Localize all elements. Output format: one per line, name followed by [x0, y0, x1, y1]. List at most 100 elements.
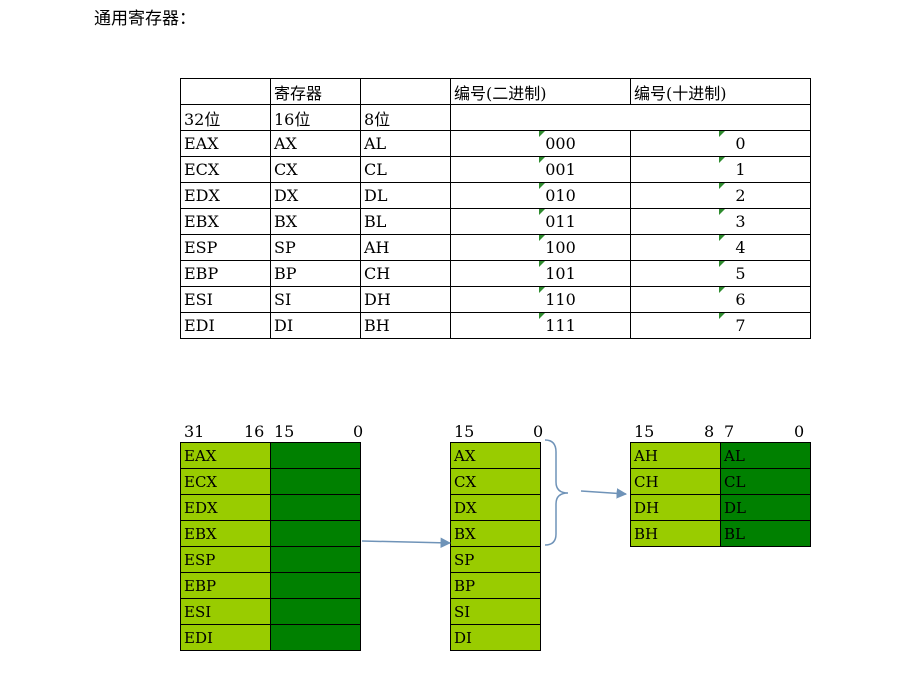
register-high-byte: BH: [630, 520, 721, 547]
cell-binary: 011: [450, 208, 631, 235]
register-32bit-row: ECX: [180, 468, 361, 495]
register-32bit-row: EBP: [180, 572, 361, 599]
text-number-marker: [719, 261, 725, 267]
table-row: EDI DI BH 111 7: [180, 312, 811, 339]
table-row: EBX BX BL 011 3: [180, 208, 811, 235]
register-16bit-row: SI: [450, 598, 541, 625]
text-number-marker: [719, 313, 725, 319]
register-8bit-row: BH BL: [630, 520, 811, 547]
cell-decimal: 4: [630, 234, 811, 261]
register-16bit-cell: SP: [450, 546, 541, 573]
register-low-byte: DL: [720, 494, 811, 521]
text-number-marker: [719, 209, 725, 215]
register-16bit-cell: AX: [450, 442, 541, 469]
bit-label-16: 16: [244, 422, 265, 441]
register-16bit-row: BX: [450, 520, 541, 547]
cell-16bit: DX: [270, 182, 361, 209]
cell-decimal: 1: [630, 156, 811, 183]
header-cell-binary: 编号(二进制): [450, 78, 631, 105]
register-8bit-row: CH CL: [630, 468, 811, 495]
cell-value: 011: [545, 212, 576, 231]
cell-16bit: BP: [270, 260, 361, 287]
bit-label-15: 15: [274, 422, 295, 441]
cell-value: 010: [545, 186, 576, 205]
register-32bit-row: ESI: [180, 598, 361, 625]
cell-value: 5: [735, 264, 746, 283]
subheader-16bit: 16位: [270, 104, 361, 131]
bit-label-8: 8: [704, 422, 715, 441]
register-high-byte: CH: [630, 468, 721, 495]
cell-binary: 010: [450, 182, 631, 209]
cell-value: 101: [545, 264, 576, 283]
register-8bit-row: DH DL: [630, 494, 811, 521]
cell-binary: 110: [450, 286, 631, 313]
cell-value: 4: [735, 238, 746, 257]
register-16bit-cell: DI: [450, 624, 541, 651]
cell-binary: 001: [450, 156, 631, 183]
cell-value: 6: [735, 290, 746, 309]
table-row: ECX CX CL 001 1: [180, 156, 811, 183]
register-16bit-row: CX: [450, 468, 541, 495]
register-32bit-diagram: EAX ECX EDX EBX ESP EBP ESI EDI: [180, 442, 361, 651]
register-16bit-cell: DX: [450, 494, 541, 521]
cell-16bit: DI: [270, 312, 361, 339]
text-number-marker: [719, 157, 725, 163]
cell-32bit: EBX: [180, 208, 271, 235]
register-high-half: EDI: [180, 624, 271, 651]
cell-32bit: ECX: [180, 156, 271, 183]
cell-8bit: DL: [360, 182, 451, 209]
cell-value: 3: [735, 212, 746, 231]
cell-binary: 111: [450, 312, 631, 339]
cell-8bit: AH: [360, 234, 451, 261]
bit-label-0: 0: [533, 422, 544, 441]
cell-16bit: SP: [270, 234, 361, 261]
register-16bit-row: AX: [450, 442, 541, 469]
bit-label-15: 15: [634, 422, 655, 441]
text-number-marker: [539, 287, 545, 293]
text-number-marker: [539, 157, 545, 163]
cell-value: 7: [735, 316, 746, 335]
text-number-marker: [539, 235, 545, 241]
register-low-half: [270, 598, 361, 625]
register-low-half: [270, 468, 361, 495]
register-low-half: [270, 572, 361, 599]
cell-binary: 101: [450, 260, 631, 287]
text-number-marker: [539, 131, 545, 137]
bit-label-7: 7: [724, 422, 735, 441]
register-low-byte: CL: [720, 468, 811, 495]
cell-value: 001: [545, 160, 576, 179]
register-16bit-row: DI: [450, 624, 541, 651]
cell-8bit: CH: [360, 260, 451, 287]
cell-32bit: EAX: [180, 130, 271, 157]
cell-16bit: SI: [270, 286, 361, 313]
register-high-half: ESI: [180, 598, 271, 625]
header-cell-register: 寄存器: [270, 78, 361, 105]
text-number-marker: [539, 183, 545, 189]
register-32bit-row: EAX: [180, 442, 361, 469]
register-low-half: [270, 546, 361, 573]
cell-16bit: CX: [270, 156, 361, 183]
arrow-16-to-8: [580, 488, 628, 499]
cell-value: 100: [545, 238, 576, 257]
register-16bit-diagram: AX CX DX BX SP BP SI DI: [450, 442, 541, 651]
cell-8bit: DH: [360, 286, 451, 313]
text-number-marker: [539, 313, 545, 319]
cell-32bit: ESI: [180, 286, 271, 313]
cell-value: 111: [545, 316, 576, 335]
cell-decimal: 0: [630, 130, 811, 157]
cell-decimal: 5: [630, 260, 811, 287]
register-low-byte: BL: [720, 520, 811, 547]
cell-8bit: AL: [360, 130, 451, 157]
register-high-byte: AH: [630, 442, 721, 469]
register-high-half: EAX: [180, 442, 271, 469]
register-8bit-row: AH AL: [630, 442, 811, 469]
register-low-byte: AL: [720, 442, 811, 469]
curly-brace: [544, 439, 569, 546]
cell-binary: 000: [450, 130, 631, 157]
cell-decimal: 7: [630, 312, 811, 339]
cell-8bit: CL: [360, 156, 451, 183]
cell-value: 1: [735, 160, 746, 179]
register-table: 寄存器 编号(二进制) 编号(十进制) 32位 16位 8位 EAX AX AL 00…: [180, 78, 811, 339]
register-16bit-cell: CX: [450, 468, 541, 495]
